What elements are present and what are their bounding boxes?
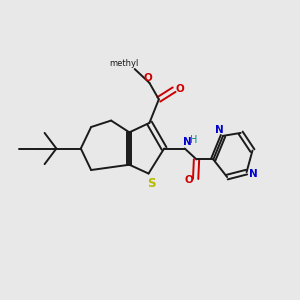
Text: N: N [183,137,191,147]
Text: O: O [185,175,194,185]
Text: N: N [249,169,257,178]
Text: S: S [147,177,156,190]
Text: H: H [190,135,197,145]
Text: O: O [176,84,184,94]
Text: O: O [144,73,152,82]
Text: N: N [215,125,224,135]
Text: methyl: methyl [109,59,138,68]
